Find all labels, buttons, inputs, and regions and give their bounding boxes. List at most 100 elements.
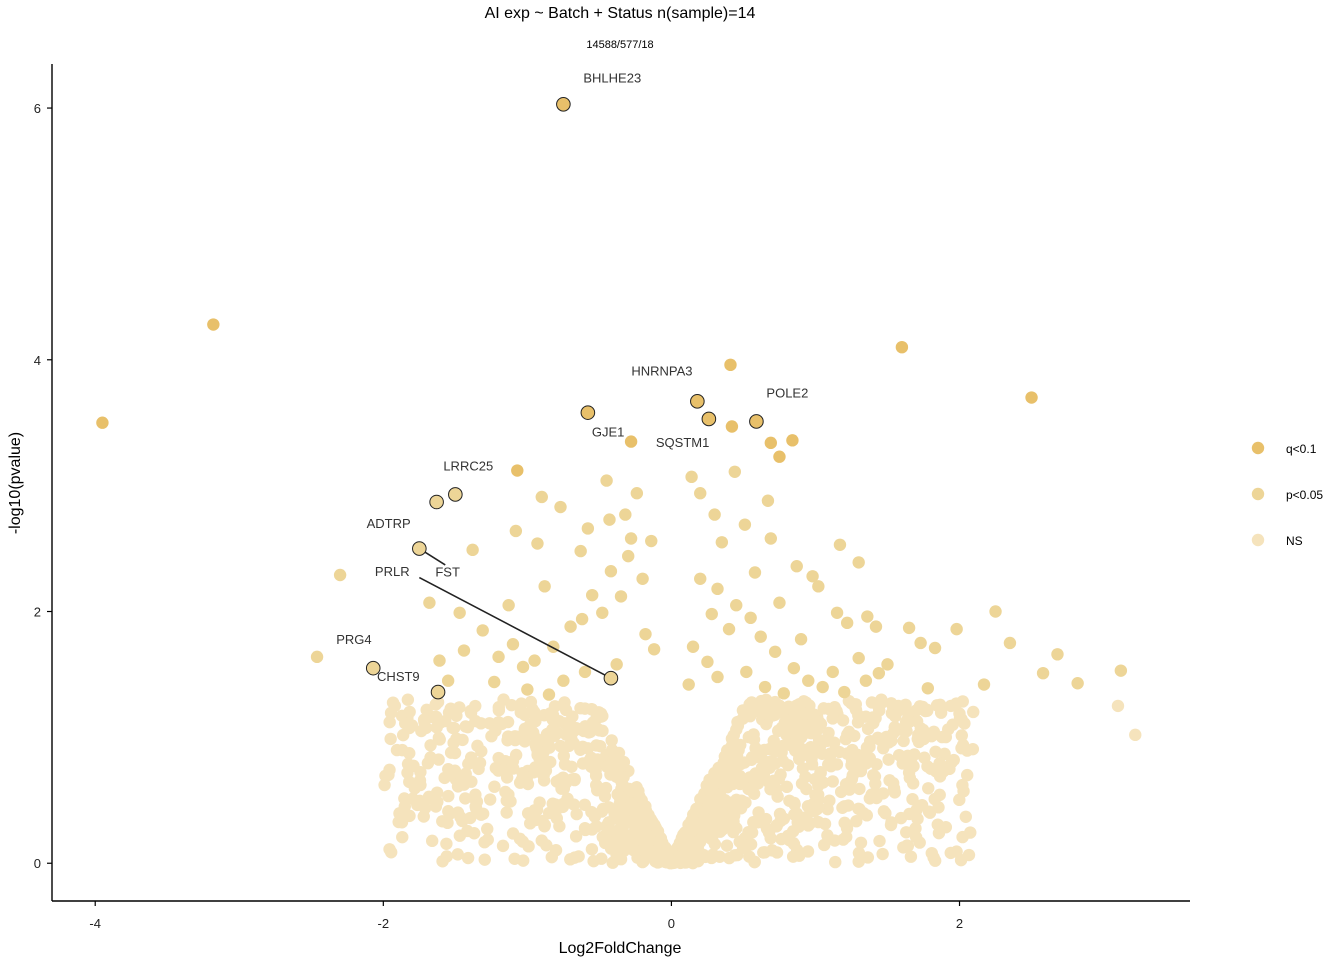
data-point-ns: [546, 797, 559, 810]
data-point-ns: [742, 730, 756, 744]
data-point-ns: [560, 728, 573, 741]
data-point-q: [724, 358, 737, 372]
data-point-ns: [824, 747, 837, 760]
data-point-p: [542, 688, 556, 701]
data-point-ns: [731, 848, 744, 862]
data-point-ns: [588, 810, 602, 823]
legend-label: p<0.05: [1286, 488, 1323, 502]
gene-label-prg4: PRG4: [336, 632, 371, 647]
highlighted-point-bhlhe23: [556, 96, 571, 112]
data-point-ns: [759, 693, 773, 707]
data-point-ns: [812, 815, 825, 829]
data-point-p: [744, 611, 757, 625]
data-point-ns: [913, 836, 926, 849]
data-point-ns: [589, 764, 602, 777]
data-point-ns: [1129, 728, 1142, 742]
gene-label-chst9: CHST9: [377, 669, 420, 684]
data-point-ns: [826, 775, 839, 788]
data-point-ns: [897, 734, 910, 748]
label-connector-prlr: [418, 576, 612, 679]
data-point-ns: [625, 797, 638, 810]
data-point-ns: [873, 834, 886, 848]
data-point-p: [466, 543, 479, 557]
data-point-ns: [383, 763, 396, 777]
data-point-ns: [906, 792, 919, 806]
gene-label-bhlhe23: BHLHE23: [583, 70, 641, 85]
data-point-ns: [408, 782, 422, 795]
data-point-ns: [932, 826, 946, 840]
data-point-ns: [953, 793, 966, 807]
data-point-ns: [826, 712, 839, 725]
data-point-p: [502, 599, 515, 612]
highlighted-point-fst: [412, 541, 427, 556]
data-point-p: [614, 590, 628, 603]
data-point-ns: [756, 745, 769, 758]
data-point-ns: [596, 802, 610, 816]
data-point-ns: [838, 816, 851, 830]
data-point-ns: [954, 853, 968, 867]
data-point-p: [833, 538, 847, 552]
data-point-ns: [557, 749, 571, 763]
data-point-ns: [485, 730, 498, 743]
x-tick-label: 0: [668, 916, 675, 931]
data-point-p: [538, 580, 551, 593]
data-point-ns: [596, 724, 609, 738]
data-point-ns: [604, 824, 617, 837]
data-point-ns: [953, 707, 966, 720]
data-point-ns: [451, 848, 464, 861]
data-point-ns: [609, 837, 623, 851]
data-point-ns: [698, 822, 711, 835]
data-point-ns: [794, 697, 808, 711]
data-point-ns: [904, 850, 918, 863]
data-point-p: [488, 675, 501, 689]
data-point-p: [802, 674, 815, 687]
data-point-ns: [388, 699, 402, 713]
data-point-ns: [483, 717, 496, 730]
data-point-p: [830, 606, 844, 619]
data-point-ns: [481, 822, 494, 836]
data-point-p: [701, 655, 714, 669]
data-point-p: [989, 605, 1002, 618]
data-point-p: [645, 534, 658, 548]
data-point-ns: [401, 693, 415, 706]
data-point-ns: [853, 803, 866, 816]
data-point-ns: [606, 856, 619, 869]
data-point-ns: [802, 726, 815, 739]
data-point-ns: [448, 746, 462, 760]
data-point-ns: [548, 729, 561, 742]
data-point-ns: [703, 793, 717, 807]
gene-label-hnrnpa3: HNRNPA3: [631, 363, 692, 378]
data-point-ns: [959, 810, 973, 823]
legend-swatch: [1251, 441, 1265, 455]
data-point-ns: [744, 707, 758, 720]
data-point-ns: [610, 770, 623, 783]
data-point-p: [872, 666, 886, 680]
data-point-ns: [852, 846, 866, 860]
data-point-ns: [906, 777, 920, 790]
data-point-p: [682, 678, 695, 691]
data-point-p: [554, 500, 567, 514]
legend: q<0.1 p<0.05 NS: [1251, 441, 1323, 548]
data-point-ns: [956, 830, 969, 844]
gene-label-prlr: PRLR: [375, 564, 410, 579]
data-point-q: [764, 436, 778, 450]
data-point-ns: [875, 693, 888, 706]
data-point-ns: [401, 757, 415, 771]
data-point-p: [528, 654, 541, 667]
data-point-ns: [550, 775, 563, 788]
data-point-ns: [421, 756, 435, 770]
data-point-p: [1051, 648, 1064, 661]
data-point-ns: [403, 705, 416, 719]
data-point-p: [902, 621, 916, 635]
data-point-p: [715, 536, 729, 549]
data-point-ns: [740, 839, 754, 853]
data-point-ns: [795, 750, 808, 763]
data-point-p: [639, 627, 652, 641]
data-point-ns: [637, 855, 650, 868]
data-point-p: [610, 658, 623, 671]
data-point-ns: [472, 762, 485, 776]
data-point-p: [794, 633, 808, 646]
data-point-p: [603, 513, 616, 526]
data-point-ns: [869, 777, 882, 790]
data-point-ns: [778, 716, 792, 729]
